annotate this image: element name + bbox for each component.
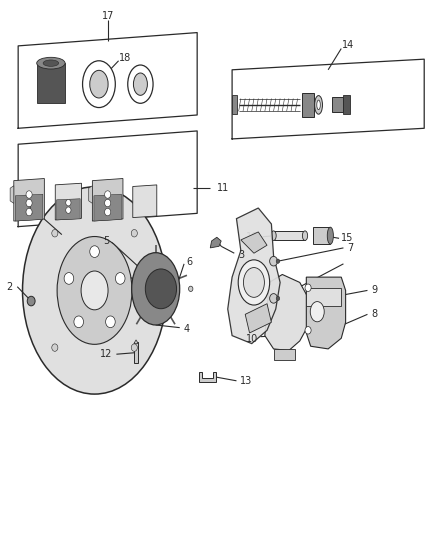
- Polygon shape: [265, 274, 308, 351]
- Circle shape: [116, 272, 125, 284]
- Polygon shape: [15, 194, 43, 221]
- Circle shape: [106, 316, 115, 328]
- Text: 1: 1: [27, 206, 33, 216]
- Text: 4: 4: [183, 324, 189, 334]
- Text: 14: 14: [342, 40, 354, 50]
- Ellipse shape: [134, 73, 148, 95]
- Ellipse shape: [43, 60, 59, 66]
- Circle shape: [64, 272, 74, 284]
- Bar: [306, 288, 341, 306]
- Circle shape: [270, 256, 278, 266]
- Circle shape: [26, 199, 32, 207]
- Ellipse shape: [145, 269, 177, 309]
- Text: 13: 13: [240, 376, 252, 386]
- Polygon shape: [55, 183, 81, 220]
- Circle shape: [27, 296, 35, 306]
- Bar: [313, 227, 330, 244]
- Ellipse shape: [244, 268, 265, 297]
- Polygon shape: [89, 185, 92, 204]
- Polygon shape: [134, 342, 138, 364]
- Ellipse shape: [327, 227, 333, 244]
- Text: 15: 15: [341, 233, 353, 244]
- Ellipse shape: [132, 253, 180, 325]
- Ellipse shape: [81, 271, 108, 310]
- Bar: [302, 93, 314, 117]
- Circle shape: [276, 296, 280, 301]
- Bar: [343, 95, 350, 115]
- Text: 8: 8: [371, 309, 377, 319]
- Text: 11: 11: [217, 183, 229, 193]
- Ellipse shape: [302, 231, 307, 240]
- Circle shape: [131, 230, 138, 237]
- Circle shape: [131, 344, 138, 351]
- Ellipse shape: [82, 61, 115, 108]
- Polygon shape: [228, 208, 280, 344]
- Ellipse shape: [314, 95, 322, 114]
- Polygon shape: [37, 63, 65, 103]
- Text: 5: 5: [103, 236, 109, 246]
- Circle shape: [26, 208, 32, 216]
- Circle shape: [105, 191, 111, 198]
- Circle shape: [276, 259, 280, 263]
- Polygon shape: [134, 340, 138, 344]
- Circle shape: [52, 230, 58, 237]
- Text: 2: 2: [6, 282, 12, 292]
- Ellipse shape: [37, 58, 65, 69]
- Ellipse shape: [128, 65, 153, 103]
- Circle shape: [305, 284, 311, 292]
- Circle shape: [74, 316, 84, 328]
- Circle shape: [90, 246, 99, 257]
- Polygon shape: [245, 304, 272, 333]
- Bar: [274, 231, 305, 240]
- Ellipse shape: [271, 231, 276, 240]
- Polygon shape: [210, 237, 221, 248]
- Circle shape: [66, 199, 71, 206]
- Text: 12: 12: [100, 349, 112, 359]
- Polygon shape: [199, 372, 216, 382]
- Circle shape: [105, 199, 111, 207]
- Polygon shape: [57, 199, 80, 220]
- Circle shape: [105, 208, 111, 216]
- Circle shape: [52, 344, 58, 351]
- Ellipse shape: [310, 302, 324, 322]
- Text: 6: 6: [186, 257, 192, 267]
- Polygon shape: [10, 185, 14, 204]
- Ellipse shape: [188, 286, 193, 292]
- Circle shape: [26, 191, 32, 198]
- Ellipse shape: [238, 260, 270, 305]
- Text: 17: 17: [102, 11, 114, 21]
- Polygon shape: [274, 349, 295, 360]
- Text: 10: 10: [246, 334, 258, 344]
- Text: 9: 9: [371, 286, 377, 295]
- Bar: [232, 95, 237, 115]
- Polygon shape: [92, 179, 123, 221]
- Ellipse shape: [57, 237, 132, 344]
- Text: 16: 16: [246, 232, 258, 242]
- Polygon shape: [94, 194, 121, 221]
- Text: 7: 7: [347, 243, 353, 253]
- Circle shape: [66, 207, 71, 213]
- Ellipse shape: [317, 100, 320, 110]
- Circle shape: [270, 294, 278, 303]
- Polygon shape: [306, 277, 346, 349]
- Text: 3: 3: [239, 250, 245, 260]
- Text: 18: 18: [120, 53, 132, 62]
- Ellipse shape: [90, 70, 108, 98]
- Ellipse shape: [22, 187, 166, 394]
- Bar: [332, 98, 343, 112]
- Circle shape: [305, 327, 311, 334]
- Polygon shape: [133, 185, 157, 217]
- Polygon shape: [241, 232, 267, 253]
- Polygon shape: [14, 179, 44, 221]
